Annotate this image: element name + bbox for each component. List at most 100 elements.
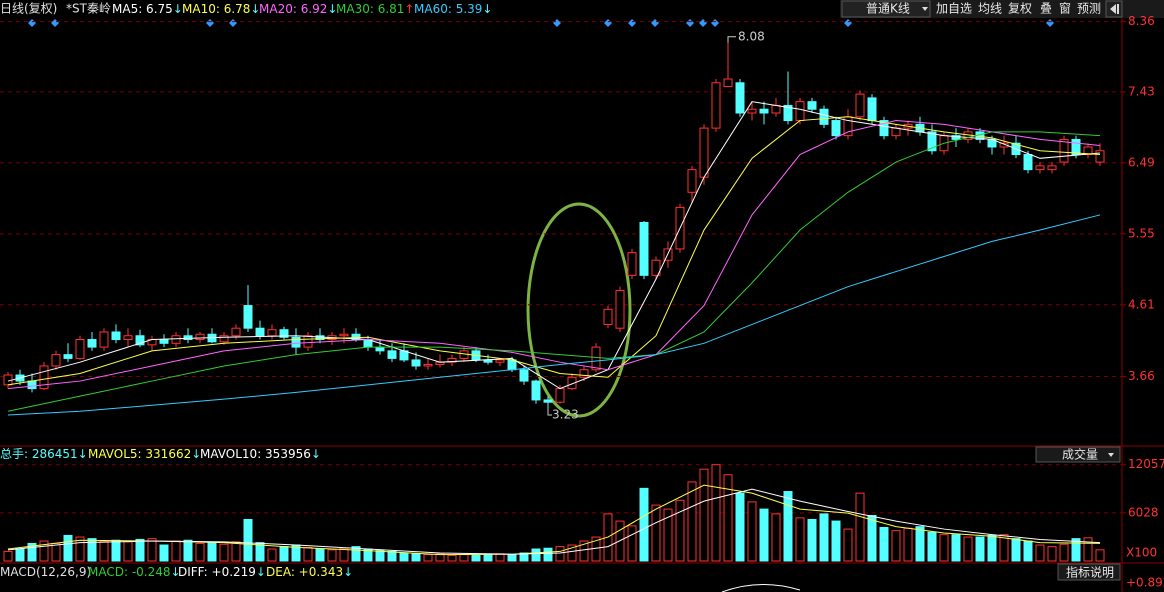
volume-bar: [507, 554, 517, 562]
macd-arrow: ↓: [256, 565, 266, 579]
volume-bar: [855, 492, 865, 562]
ma-line: [7, 120, 1101, 390]
candle-body: [195, 333, 205, 341]
event-marker: [699, 19, 707, 27]
volume-bar: [399, 552, 409, 562]
forecast-button[interactable]: 预测: [1077, 2, 1101, 16]
volume-bar: [87, 538, 97, 562]
ma-arrow: ↓: [482, 2, 492, 16]
ma-legend: MA10: 6.78↓: [182, 2, 260, 16]
candle-body: [447, 357, 457, 363]
volume-bar: [987, 534, 997, 562]
volume-legend: MAVOL5: 331662↓: [88, 447, 201, 461]
volume-value: MAVOL5: 331662: [88, 447, 191, 461]
macd-line-fragment: [721, 583, 801, 592]
dropdown-arrow[interactable]: [922, 7, 928, 11]
event-marker: [711, 19, 719, 27]
indicator-help-button[interactable]: [1057, 563, 1121, 581]
event-marker: [628, 19, 636, 27]
macd-value: DIFF: +0.219: [178, 565, 256, 579]
indicator-select-label[interactable]: 成交量: [1062, 447, 1098, 462]
volume-bar: [723, 474, 733, 562]
volume-bar: [63, 534, 73, 562]
candle-body: [543, 399, 553, 403]
kline-type-select[interactable]: [841, 0, 931, 18]
dropdown-arrow[interactable]: [1108, 453, 1114, 457]
volume-bar: [939, 534, 949, 562]
candle-body: [567, 376, 577, 390]
volume-bar: [1011, 538, 1021, 562]
ma-legend: MA60: 5.39↓: [414, 2, 492, 16]
volume-bar: [39, 540, 49, 562]
volume-bar: [927, 531, 937, 562]
ma-value: MA5: 6.75: [112, 2, 173, 16]
y-tick-label: 12057: [1128, 457, 1164, 471]
volume-bar: [195, 542, 205, 562]
candle-body: [495, 359, 505, 363]
volume-bar: [627, 525, 637, 562]
volume-bar: [327, 549, 337, 562]
volume-bar: [351, 546, 361, 562]
ma-line: [7, 484, 1101, 556]
ma-arrow: ↓: [327, 2, 337, 16]
volume-bar: [819, 513, 829, 562]
volume-bar: [843, 528, 853, 562]
candle-body: [795, 101, 805, 122]
candle-body: [183, 335, 193, 341]
event-marker: [604, 19, 612, 27]
volume-bar: [999, 534, 1009, 562]
candle-body: [951, 135, 961, 140]
ma-value: MA10: 6.78: [182, 2, 250, 16]
candle-body: [999, 142, 1009, 148]
indicator-select[interactable]: [1035, 446, 1121, 463]
highlight-ellipse: [526, 202, 632, 418]
y-tick-label: 4.61: [1128, 297, 1155, 311]
event-marker: [206, 19, 214, 27]
candle-body: [555, 388, 565, 403]
volume-bar: [663, 508, 673, 562]
y-tick-label: 8.36: [1128, 14, 1155, 28]
volume-bar: [1071, 538, 1081, 562]
overlay-button[interactable]: 叠: [1040, 2, 1052, 16]
volume-bar: [135, 538, 145, 562]
candle-body: [87, 339, 97, 348]
macd-legend: DIFF: +0.219↓: [178, 565, 266, 579]
candle-body: [627, 252, 637, 276]
ma-button[interactable]: 均线: [978, 2, 1002, 16]
candle-body: [927, 131, 937, 152]
volume-bar: [1047, 546, 1057, 562]
volume-bar: [675, 499, 685, 562]
volume-bar: [99, 540, 109, 562]
event-marker: [844, 19, 852, 27]
ma-line: [7, 488, 1101, 555]
candle-body: [735, 82, 745, 114]
candle-body: [507, 359, 517, 371]
y-tick-label: 6028: [1128, 505, 1159, 519]
candle-body: [231, 327, 241, 337]
indicator-help-label[interactable]: 指标说明: [1066, 565, 1114, 580]
event-marker: [651, 19, 659, 27]
volume-bar: [387, 550, 397, 562]
add-watchlist-button[interactable]: 加自选: [936, 2, 972, 16]
volume-bar: [375, 550, 385, 562]
collapse-icon[interactable]: [1110, 4, 1119, 14]
adjust-button[interactable]: 复权: [1008, 2, 1032, 16]
kline-type-button[interactable]: 普通K线: [866, 2, 910, 16]
candle-body: [255, 327, 265, 337]
candle-body: [339, 333, 349, 337]
volume-bar: [879, 526, 889, 562]
candle-body: [75, 339, 85, 359]
stock-name: *ST秦岭: [66, 2, 111, 16]
candle-body: [879, 120, 889, 137]
volume-bar: [783, 491, 793, 562]
macd-arrow: ↓: [343, 565, 353, 579]
candle-body: [267, 329, 277, 337]
window-button[interactable]: 窗: [1059, 2, 1071, 16]
volume-bar: [555, 546, 565, 562]
volume-bar: [567, 544, 577, 562]
volume-bar: [315, 548, 325, 562]
unit-label: X100: [1126, 546, 1157, 560]
candle-body: [351, 333, 361, 341]
macd-legend: MACD(12,26,9): [0, 565, 91, 579]
volume-bar: [651, 504, 661, 562]
